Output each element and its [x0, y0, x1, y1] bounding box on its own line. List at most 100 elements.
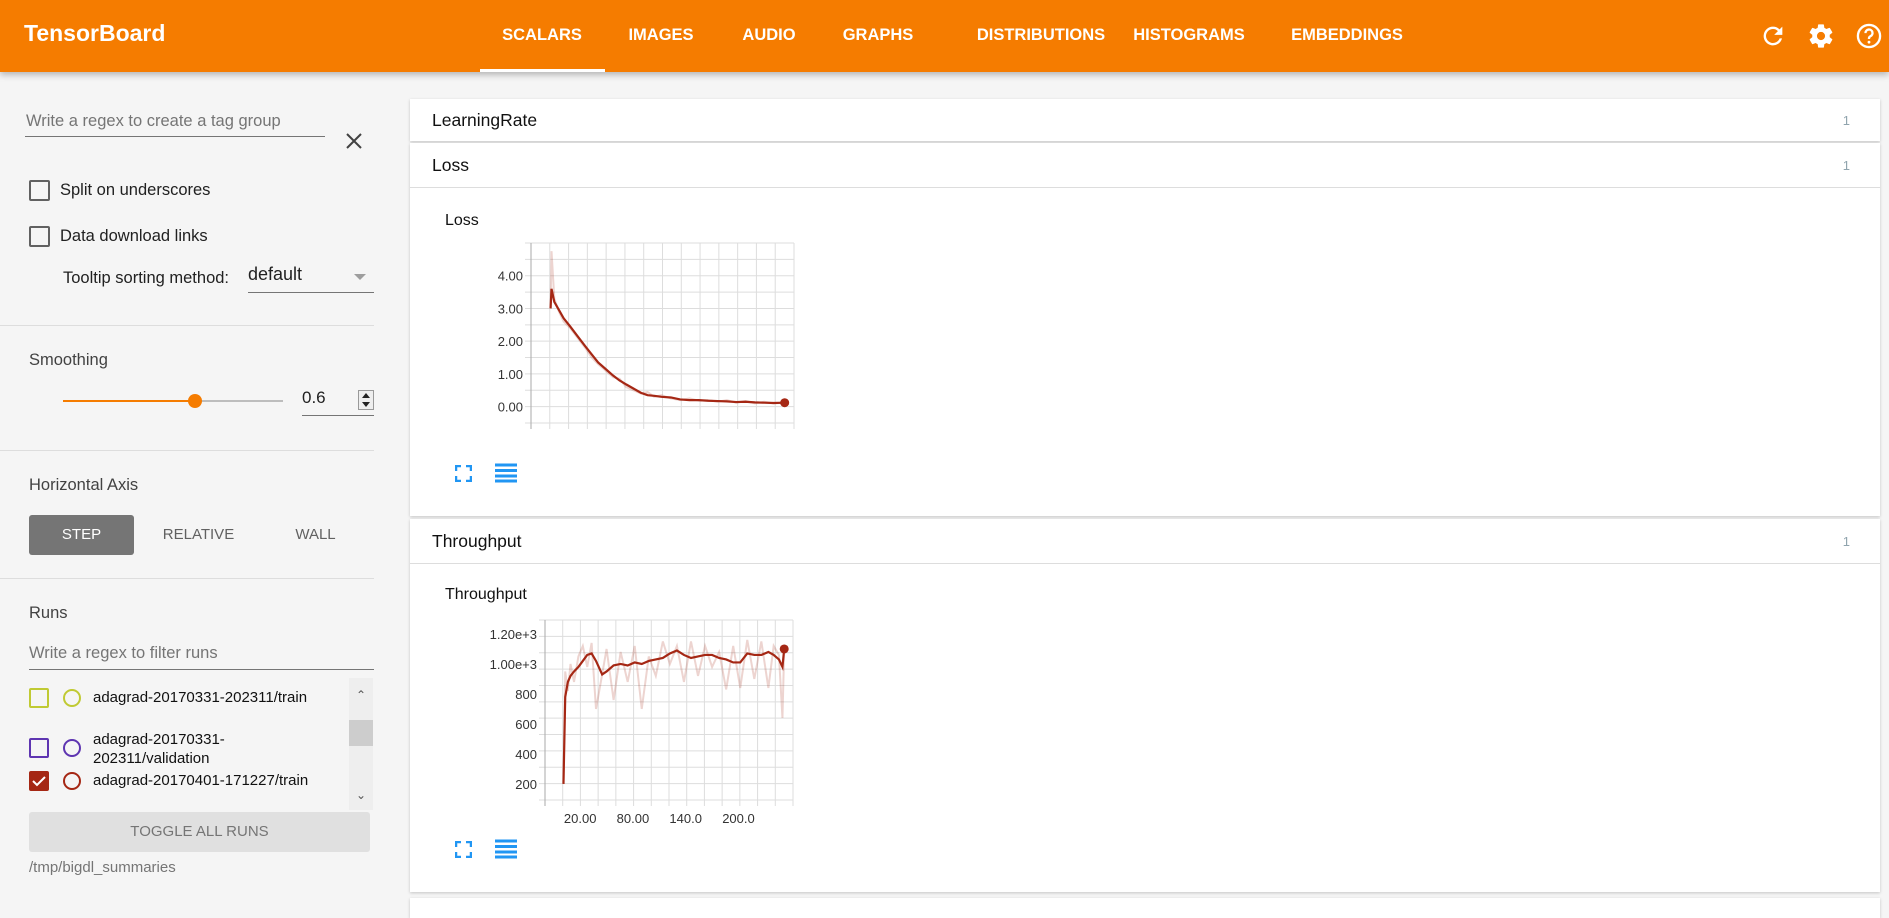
smoothed-series-line	[562, 648, 786, 784]
x-tick-label: 200.0	[722, 811, 755, 826]
divider	[410, 563, 1880, 564]
divider	[0, 450, 374, 451]
run-checkbox[interactable]	[29, 688, 49, 708]
smoothing-slider-thumb[interactable]	[188, 394, 202, 408]
tab-audio[interactable]: AUDIO	[742, 26, 796, 44]
y-tick-label: 1.20e+3	[490, 627, 537, 642]
checkmark-icon	[32, 776, 46, 787]
y-tick-label: 800	[515, 687, 537, 702]
chart-title: Loss	[445, 212, 479, 229]
divider	[0, 325, 374, 326]
axis-step-button[interactable]: STEP	[29, 515, 134, 555]
tooltip-sorting-select[interactable]: default	[248, 264, 374, 293]
y-tick-label: 0.00	[498, 400, 523, 415]
smoothed-series-line	[549, 288, 785, 405]
y-tick-label: 1.00	[498, 367, 523, 382]
tab-embeddings[interactable]: EMBEDDINGS	[1291, 26, 1403, 44]
top-app-bar: TensorBoard SCALARS IMAGES AUDIO GRAPHS …	[0, 0, 1889, 72]
smoothing-slider[interactable]	[63, 394, 283, 408]
category-next	[410, 898, 1880, 918]
raw-series-line	[562, 639, 786, 784]
app-title: TensorBoard	[24, 20, 166, 46]
y-tick-label: 600	[515, 717, 537, 732]
run-name: adagrad-20170331-202311/train	[93, 689, 308, 706]
divider	[0, 578, 374, 579]
category-loss: Loss 1 Loss 4.00 3.00 2.00 1.00 0.00	[410, 143, 1880, 516]
x-tick-label: 20.00	[564, 811, 597, 826]
throughput-chart[interactable]: 1.20e+3 1.00e+3 800 600 400 200 20.00 80.00 140.…	[410, 519, 830, 892]
y-tick-label: 2.00	[498, 334, 523, 349]
scroll-up-icon[interactable]: ⌃	[356, 688, 367, 702]
chart-title: Throughput	[445, 586, 527, 603]
split-underscores-checkbox[interactable]	[29, 180, 50, 201]
run-color-circle	[63, 689, 81, 707]
fullscreen-icon[interactable]	[455, 465, 472, 482]
axis-relative-button[interactable]: RELATIVE	[162, 526, 235, 543]
category-title[interactable]: Loss	[432, 155, 469, 175]
scroll-down-icon[interactable]: ⌄	[356, 788, 367, 802]
tag-group-regex-input[interactable]: Write a regex to create a tag group	[26, 112, 281, 130]
spinner-arrows-icon[interactable]	[358, 390, 374, 410]
category-learningrate[interactable]: LearningRate 1	[410, 99, 1880, 141]
runs-scrollbar[interactable]: ⌃ ⌄	[349, 678, 373, 810]
smoothing-value-input[interactable]: 0.6	[302, 388, 374, 416]
fullscreen-icon[interactable]	[455, 841, 472, 858]
smoothing-value: 0.6	[302, 388, 326, 407]
divider	[410, 187, 1880, 188]
tag-group-input-underline	[25, 136, 325, 137]
scrollbar-thumb[interactable]	[349, 720, 373, 746]
tab-images[interactable]: IMAGES	[628, 26, 694, 44]
run-color-circle	[63, 739, 81, 757]
data-download-links-label: Data download links	[60, 227, 208, 245]
data-download-links-checkbox[interactable]	[29, 226, 50, 247]
run-filter-underline	[29, 669, 374, 670]
y-tick-label: 1.00e+3	[490, 657, 537, 672]
category-count: 1	[1842, 113, 1850, 128]
category-title: LearningRate	[432, 110, 538, 130]
last-point-marker	[779, 644, 789, 654]
data-table-icon[interactable]	[495, 463, 517, 483]
sidebar	[0, 72, 374, 907]
y-tick-label: 200	[515, 777, 537, 792]
tooltip-sorting-value: default	[248, 264, 303, 284]
category-throughput: Throughput 1 Throughput 1.20e+3 1.00e+3 80…	[410, 519, 1880, 892]
category-title[interactable]: Throughput	[432, 531, 522, 551]
active-tab-indicator	[480, 69, 605, 72]
run-checkbox[interactable]	[29, 738, 49, 758]
logdir-path: /tmp/bigdl_summaries	[29, 859, 176, 876]
tab-histograms[interactable]: HISTOGRAMS	[1133, 26, 1245, 44]
refresh-icon[interactable]	[1759, 22, 1787, 50]
settings-icon[interactable]	[1807, 22, 1835, 50]
y-tick-label: 3.00	[498, 301, 523, 316]
tab-distributions[interactable]: DISTRIBUTIONS	[976, 26, 1106, 44]
tab-graphs[interactable]: GRAPHS	[842, 26, 914, 44]
run-checkbox-checked[interactable]	[29, 771, 49, 791]
tooltip-sorting-label: Tooltip sorting method:	[63, 269, 230, 287]
category-count: 1	[1842, 158, 1850, 173]
smoothing-label: Smoothing	[29, 351, 108, 369]
y-tick-label: 4.00	[498, 269, 523, 284]
raw-series-line	[549, 251, 785, 405]
help-icon[interactable]	[1855, 22, 1883, 50]
axis-wall-button[interactable]: WALL	[295, 526, 336, 543]
dropdown-arrow-icon	[354, 274, 366, 280]
run-color-circle	[63, 772, 81, 790]
runs-label: Runs	[29, 604, 68, 622]
smoothing-slider-fill	[63, 400, 195, 402]
run-name: adagrad-20170401-171227/train	[93, 772, 309, 789]
split-underscores-label: Split on underscores	[60, 181, 211, 199]
x-tick-label: 80.00	[617, 811, 650, 826]
category-count: 1	[1842, 534, 1850, 549]
data-table-icon[interactable]	[495, 839, 517, 859]
last-point-marker	[780, 398, 790, 408]
runs-list: adagrad-20170331-202311/train adagrad-20…	[0, 678, 374, 810]
run-name: adagrad-20170331-202311/validation	[93, 731, 225, 767]
loss-chart[interactable]: 4.00 3.00 2.00 1.00 0.00	[410, 143, 830, 516]
horizontal-axis-label: Horizontal Axis	[29, 476, 139, 494]
y-tick-label: 400	[515, 747, 537, 762]
close-icon[interactable]	[344, 131, 364, 151]
toggle-all-runs-button[interactable]: TOGGLE ALL RUNS	[29, 812, 370, 852]
run-filter-input[interactable]: Write a regex to filter runs	[29, 644, 218, 662]
x-tick-label: 140.0	[669, 811, 702, 826]
tab-scalars[interactable]: SCALARS	[502, 26, 582, 44]
